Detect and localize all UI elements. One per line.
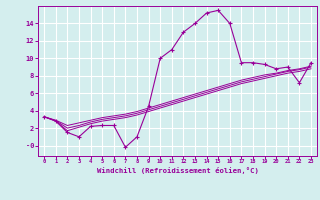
X-axis label: Windchill (Refroidissement éolien,°C): Windchill (Refroidissement éolien,°C) (97, 167, 259, 174)
